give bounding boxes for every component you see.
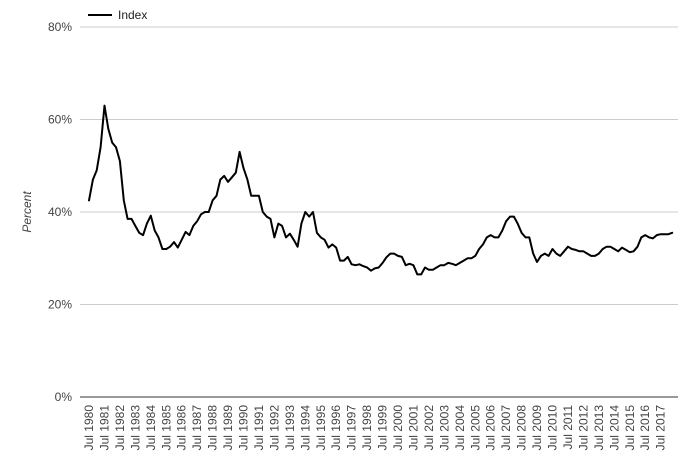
y-axis-label: Percent — [20, 191, 34, 233]
y-axis: 0% 20% 40% 60% 80% — [48, 20, 72, 404]
x-tick-label: Jul 1987 — [190, 405, 204, 451]
legend: Index — [88, 8, 147, 22]
x-tick-label: Jul 2011 — [561, 405, 575, 450]
y-tick-label: 60% — [48, 113, 72, 127]
x-tick-label: Jul 1985 — [159, 405, 173, 451]
x-tick-label: Jul 2002 — [422, 405, 436, 451]
gridlines — [80, 26, 678, 398]
x-tick-label: Jul 1997 — [345, 405, 359, 451]
x-tick-label: Jul 2012 — [576, 405, 590, 451]
x-tick-label: Jul 1988 — [206, 405, 220, 451]
x-tick-label: Jul 2004 — [453, 405, 467, 451]
x-tick-label: Jul 2007 — [499, 405, 513, 451]
x-tick-label: Jul 2014 — [607, 405, 621, 451]
x-tick-label: Jul 2016 — [638, 405, 652, 451]
x-tick-label: Jul 2013 — [592, 405, 606, 451]
series-index — [88, 104, 674, 276]
x-tick-label: Jul 1989 — [221, 405, 235, 451]
x-tick-label: Jul 2008 — [515, 405, 529, 451]
y-tick-label: 0% — [55, 390, 73, 404]
x-tick-label: Jul 2015 — [623, 405, 637, 451]
x-tick-label: Jul 1995 — [314, 405, 328, 451]
legend-label-index: Index — [118, 8, 147, 22]
x-tick-label: Jul 1991 — [252, 405, 266, 451]
x-tick-label: Jul 1983 — [128, 405, 142, 451]
x-tick-label: Jul 1996 — [329, 405, 343, 451]
x-tick-label: Jul 1980 — [82, 405, 96, 451]
x-tick-label: Jul 2006 — [484, 405, 498, 451]
x-tick-label: Jul 2003 — [437, 405, 451, 451]
x-tick-label: Jul 1990 — [237, 405, 251, 451]
x-tick-label: Jul 1981 — [97, 405, 111, 451]
series-line-index — [88, 104, 674, 276]
y-tick-label: 80% — [48, 20, 72, 34]
x-tick-label: Jul 2009 — [530, 405, 544, 451]
x-tick-label: Jul 2017 — [654, 405, 668, 451]
x-tick-label: Jul 2000 — [391, 405, 405, 451]
x-axis: Jul 1980 Jul 1981 Jul 1982 Jul 1983 Jul 1984… — [82, 405, 668, 451]
x-tick-label: Jul 2001 — [406, 405, 420, 451]
x-tick-label: Jul 1998 — [360, 405, 374, 451]
y-tick-label: 20% — [48, 298, 72, 312]
x-tick-label: Jul 1999 — [376, 405, 390, 451]
y-tick-label: 40% — [48, 205, 72, 219]
x-tick-label: Jul 1982 — [113, 405, 127, 451]
x-tick-label: Jul 2010 — [546, 405, 560, 451]
x-tick-label: Jul 2005 — [468, 405, 482, 451]
x-tick-label: Jul 1984 — [144, 405, 158, 451]
x-tick-label: Jul 1993 — [283, 405, 297, 451]
x-tick-label: Jul 1992 — [267, 405, 281, 451]
x-tick-label: Jul 1994 — [298, 405, 312, 451]
x-tick-label: Jul 1986 — [175, 405, 189, 451]
